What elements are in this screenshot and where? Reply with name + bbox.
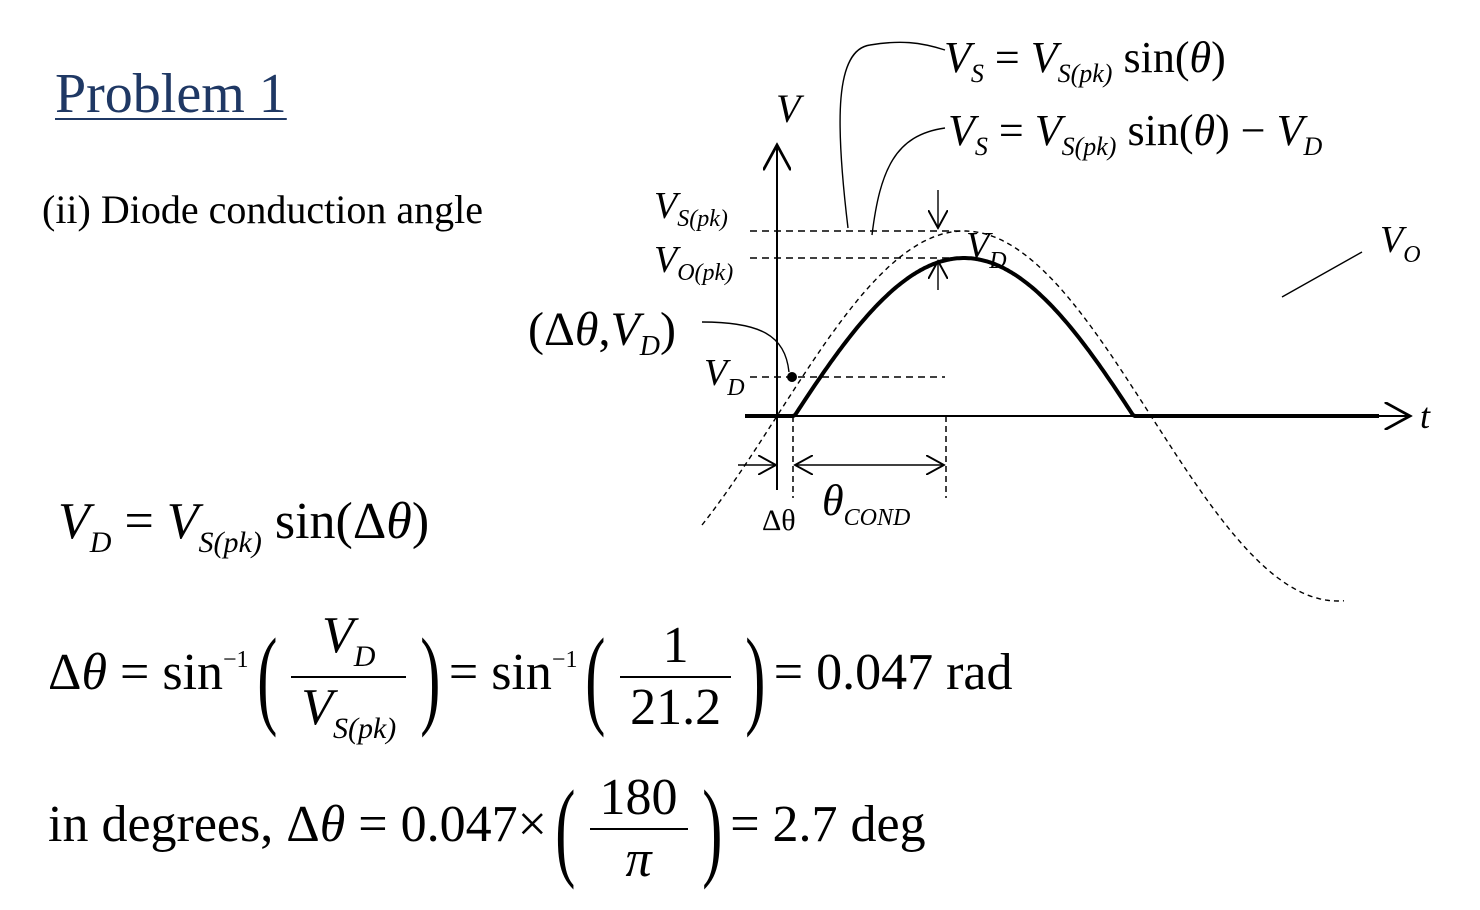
theta-cond-label: θCOND xyxy=(822,476,910,531)
vo-output-waveform xyxy=(745,256,1379,418)
vo-leader-line xyxy=(1281,251,1363,298)
vs-leader-line xyxy=(839,41,946,229)
vo-pk-label: VO(pk) xyxy=(654,239,733,286)
v-axis-label: V xyxy=(776,86,805,131)
vs-dashed-sine-curve xyxy=(701,230,1345,602)
page-title: Problem 1 xyxy=(55,63,287,125)
delta-theta-label: Δθ xyxy=(762,504,796,537)
eq3-result: = 2.7 deg xyxy=(730,795,926,853)
vs-minus-vd-leader-line xyxy=(871,127,946,236)
t-axis-label: t xyxy=(1420,396,1431,436)
vo-label: VO xyxy=(1380,219,1421,268)
point-label: (Δθ,VD) xyxy=(528,303,676,362)
eq3-denominator: π xyxy=(625,831,652,888)
vd-left-label: VD xyxy=(704,352,745,401)
equation-degrees: in degrees, Δθ = 0.047×(180 π) = 2.7 deg xyxy=(48,768,926,890)
vs-formula-label: VS = VS(pk) sin(θ) xyxy=(944,33,1226,88)
eq2-denominator: 21.2 xyxy=(630,679,722,736)
eq3-value: 0.047 xyxy=(400,795,518,853)
equation-delta-theta: Δθ = sin−1(VD VS(pk)) = sin−1(1 21.2) = 0.04… xyxy=(48,607,1013,745)
equation-vd: VD = VS(pk) sin(Δθ) xyxy=(58,493,430,559)
vd-right-label: VD xyxy=(966,225,1007,274)
eq2-numerator: 1 xyxy=(620,620,732,678)
eq2-result: = 0.047 rad xyxy=(773,643,1013,701)
eq3-prefix: in degrees, xyxy=(48,795,274,853)
point-leader-line xyxy=(701,321,790,373)
subtitle: (ii) Diode conduction angle xyxy=(42,187,483,232)
vs-pk-label: VS(pk) xyxy=(654,185,728,232)
vs-minus-vd-formula-label: VS = VS(pk) sin(θ) − VD xyxy=(948,106,1322,161)
eq3-numerator: 180 xyxy=(589,772,688,830)
delta-theta-vd-point xyxy=(787,372,797,382)
